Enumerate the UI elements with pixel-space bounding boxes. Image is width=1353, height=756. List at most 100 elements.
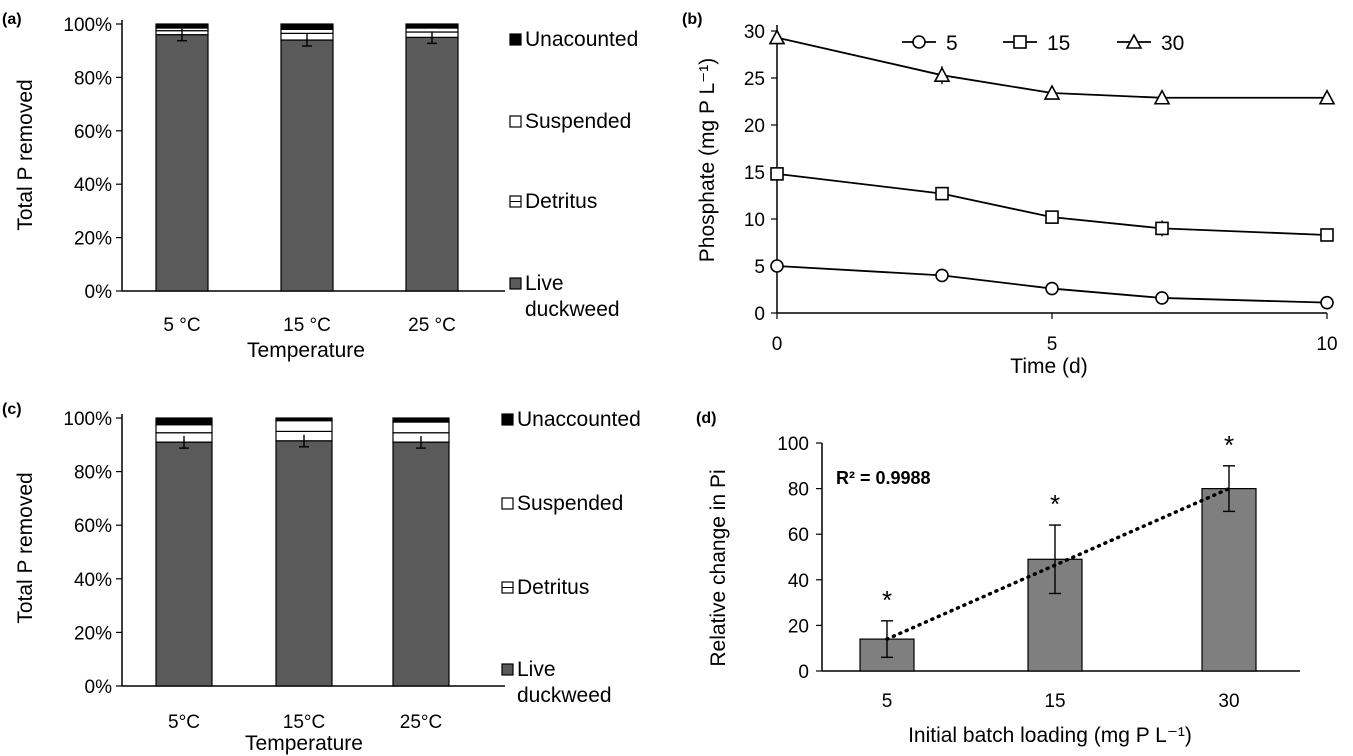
legend-label: Detritus: [525, 190, 597, 213]
bar-unacounted: [275, 417, 333, 422]
legend-swatch: [501, 497, 514, 510]
y-tick-label: 100%: [63, 409, 112, 430]
y-tick-label: 80%: [74, 68, 112, 89]
point-15: [935, 186, 949, 201]
bar-live-duckweed: [155, 34, 209, 292]
panel-label-a: (a): [2, 11, 22, 28]
x-tick-label: 15 °C: [283, 315, 331, 336]
y-tick-label: 20: [744, 116, 765, 137]
legend-label: Live: [517, 658, 556, 681]
x-tick-label: 25°C: [400, 712, 442, 733]
x-tick-label: 5: [882, 691, 893, 712]
y-tick-label: 0%: [85, 282, 113, 303]
x-tick-label: 25 °C: [408, 315, 456, 336]
x-tick-label: 5 °C: [163, 315, 200, 336]
bar-live-duckweed: [405, 36, 459, 292]
y-axis-label-b: Phosphate (mg P L⁻¹): [696, 58, 719, 262]
point-30: [1043, 84, 1061, 100]
point-15: [1045, 210, 1059, 224]
y-tick-label: 100: [777, 434, 809, 455]
chart-d: (d) Relative change in Pi Initial batch …: [696, 410, 1300, 747]
chart-b: (b) Phosphate (mg P L⁻¹) Time (d) 0 5 10 15…: [682, 11, 1338, 378]
legend-label: Suspended: [517, 492, 623, 515]
point-5: [1045, 281, 1059, 296]
point-30: [933, 66, 951, 82]
bar-suspended: [280, 28, 334, 34]
point-5: [1155, 291, 1169, 305]
legend-label: 5: [946, 32, 958, 55]
legend-marker: [1013, 35, 1027, 49]
point-30: [768, 28, 786, 45]
y-tick-label: 80%: [74, 463, 112, 484]
point-15: [1155, 221, 1169, 236]
significance-star: *: [882, 585, 892, 615]
y-tick-label: 40: [788, 571, 809, 592]
point-15: [1320, 228, 1334, 242]
chart-a: (a) Total P removed Temperature 0% 20% 40%…: [2, 11, 638, 362]
panel-label-b: (b): [682, 11, 702, 28]
y-tick-label: 10: [744, 210, 765, 231]
y-tick-label: 25: [744, 69, 765, 90]
point-5: [1320, 295, 1334, 310]
series-line-15: [776, 172, 1328, 236]
bar-unacounted: [280, 23, 334, 30]
legend-swatch: [501, 663, 514, 676]
y-tick-label: 20: [788, 616, 809, 637]
x-tick-label: 30: [1218, 691, 1239, 712]
point-15: [770, 167, 784, 181]
bar-live-duckweed: [280, 39, 334, 292]
trendline: [885, 486, 1231, 641]
bar: [1201, 487, 1257, 672]
x-axis-label-a: Temperature: [247, 339, 365, 362]
bar-suspended: [155, 424, 213, 434]
y-tick-label: 30: [744, 22, 765, 43]
legend-label-line2: duckweed: [525, 298, 620, 321]
bar-unacounted: [392, 417, 450, 423]
y-tick-label: 80: [788, 480, 809, 501]
point-5: [770, 259, 784, 273]
x-tick-label: 0: [772, 334, 783, 355]
y-axis-label-a: Total P removed: [14, 79, 37, 230]
x-tick-label: 15°C: [283, 712, 325, 733]
bar-unacounted: [155, 417, 213, 426]
y-tick-label: 20%: [74, 623, 112, 644]
point-30: [1318, 89, 1336, 105]
y-tick-label: 60: [788, 525, 809, 546]
legend-label: Live: [525, 272, 564, 295]
panel-label-c: (c): [2, 401, 22, 418]
y-tick-label: 15: [744, 163, 765, 184]
x-tick-label: 10: [1316, 334, 1337, 355]
legend-label-line2: duckweed: [517, 684, 612, 707]
y-tick-label: 40%: [74, 570, 112, 591]
x-axis-label-b: Time (d): [1010, 355, 1087, 378]
bar-suspended: [392, 421, 450, 434]
x-tick-label: 15: [1044, 691, 1065, 712]
bar-live-duckweed: [155, 441, 213, 687]
legend-marker: [912, 35, 926, 49]
y-axis-label-c: Total P removed: [14, 472, 37, 623]
legend-swatch: [509, 33, 522, 46]
legend-label: Unaccounted: [517, 408, 641, 431]
x-axis-label-d: Initial batch loading (mg P L⁻¹): [908, 724, 1192, 747]
y-tick-label: 0%: [85, 677, 113, 698]
x-axis-label-c: Temperature: [245, 732, 363, 755]
legend-marker: [1125, 33, 1143, 49]
r-squared-annotation: R² = 0.9988: [836, 468, 931, 488]
bar-live-duckweed: [275, 440, 333, 687]
legend-swatch: [509, 277, 522, 290]
legend-label: Detritus: [517, 576, 589, 599]
y-tick-label: 0: [754, 304, 765, 325]
legend-label: Suspended: [525, 110, 631, 133]
bar-unacounted: [405, 23, 459, 29]
chart-c: (c) Total P removed Temperature 0% 20% 40%…: [2, 401, 641, 755]
bar-live-duckweed: [392, 441, 450, 687]
significance-star: *: [1224, 430, 1234, 460]
legend-label: 30: [1161, 32, 1184, 55]
x-tick-label: 5°C: [168, 712, 200, 733]
legend-label: 15: [1047, 32, 1070, 55]
y-tick-label: 60%: [74, 122, 112, 143]
legend-swatch: [501, 413, 514, 426]
y-axis-label-d: Relative change in Pi: [707, 469, 730, 666]
y-tick-label: 5: [754, 257, 765, 278]
y-tick-label: 0: [798, 662, 809, 683]
